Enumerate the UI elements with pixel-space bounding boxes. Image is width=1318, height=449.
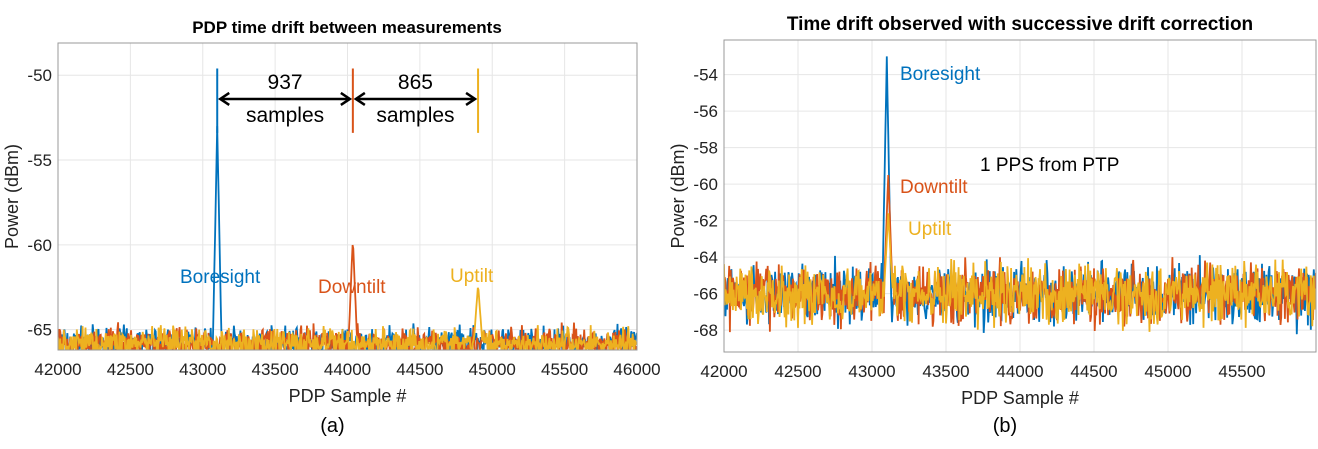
axes-box (57, 42, 638, 351)
x-tick-label: 43500 (251, 360, 298, 379)
y-tick-label: -60 (693, 175, 718, 194)
drift-unit: samples (376, 104, 454, 127)
series-label-boresight: Boresight (180, 267, 261, 288)
x-tick-label: 43500 (922, 362, 969, 381)
x-tick-label: 45500 (541, 360, 588, 379)
x-tick-label: 42500 (774, 362, 821, 381)
x-axis-label: PDP Sample # (961, 388, 1079, 408)
subplot-b: 42000 42500 43000 43500 44000 44500 45000 45500… (668, 14, 1317, 437)
series-label-boresight: Boresight (900, 64, 981, 85)
x-tick-label: 44000 (324, 360, 371, 379)
drift-unit: samples (246, 104, 324, 127)
y-tick-label: -66 (693, 285, 718, 304)
series-uptilt (724, 213, 1316, 332)
x-tick-label: 42500 (107, 360, 154, 379)
x-tick-label: 42000 (34, 360, 81, 379)
x-tick-label: 44500 (1070, 362, 1117, 381)
x-tick-label: 43000 (179, 360, 226, 379)
subplot-caption: (b) (993, 415, 1017, 437)
series-label-uptilt: Uptilt (450, 266, 494, 287)
drift-annotation: 865 samples (353, 71, 478, 127)
y-tick-label: -55 (27, 151, 52, 170)
x-tick-label: 45000 (469, 360, 516, 379)
series-label-downtilt: Downtilt (318, 277, 386, 298)
y-tick-label: -60 (27, 236, 52, 255)
x-tick-label: 46000 (613, 360, 660, 379)
y-tick-label: -50 (27, 66, 52, 85)
x-tick-label: 45500 (1218, 362, 1265, 381)
arrow-heads (217, 91, 353, 107)
drift-annotation: 937 samples (217, 71, 353, 127)
subplot-a: 42000 42500 43000 43500 44000 44500 45000 45500… (2, 18, 661, 437)
y-tick-label: -64 (693, 248, 718, 267)
x-tick-label: 44500 (396, 360, 443, 379)
x-tick-label: 42000 (700, 362, 747, 381)
subplot-caption: (a) (320, 415, 344, 437)
x-tick-label: 44000 (996, 362, 1043, 381)
arrow-heads (353, 91, 478, 107)
y-tick-label: -65 (27, 321, 52, 340)
y-tick-label: -56 (693, 102, 718, 121)
series-label-downtilt: Downtilt (900, 177, 968, 198)
note-text: 1 PPS from PTP (980, 155, 1119, 176)
drift-value: 865 (398, 71, 433, 94)
series-label-uptilt: Uptilt (908, 219, 952, 240)
y-tick-label: -54 (693, 66, 718, 85)
x-tick-label: 45000 (1144, 362, 1191, 381)
y-axis-label: Power (dBm) (2, 144, 22, 249)
y-tick-label: -68 (693, 321, 718, 340)
y-tick-label: -58 (693, 139, 718, 158)
y-tick-label: -62 (693, 212, 718, 231)
chart-title: Time drift observed with successive drif… (787, 14, 1253, 35)
y-axis-label: Power (dBm) (668, 143, 688, 248)
x-tick-label: 43000 (848, 362, 895, 381)
drift-value: 937 (268, 71, 303, 94)
axes-box (723, 39, 1317, 353)
series-uptilt (58, 287, 637, 350)
chart-title: PDP time drift between measurements (192, 18, 502, 37)
x-axis-label: PDP Sample # (289, 386, 407, 406)
